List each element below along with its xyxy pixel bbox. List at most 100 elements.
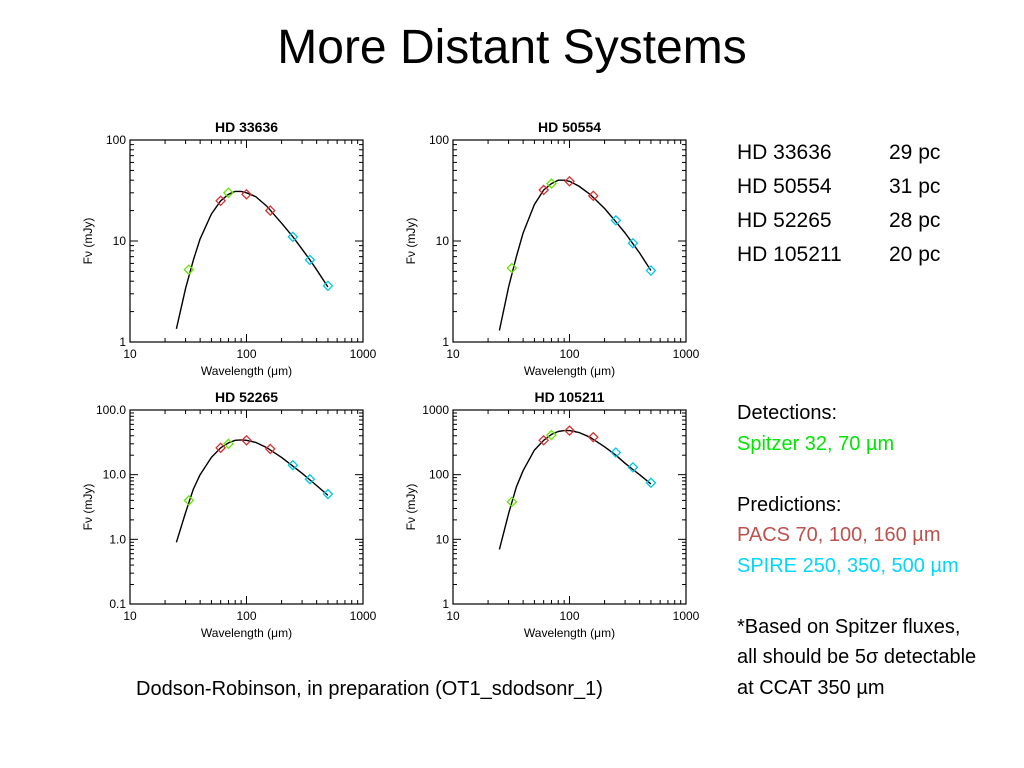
spire-point	[627, 461, 639, 473]
footnote-line-1: *Based on Spitzer fluxes,	[737, 615, 961, 638]
spire-point	[610, 447, 622, 458]
pacs-point	[241, 434, 252, 446]
plot-frame	[452, 139, 687, 343]
spire-point	[287, 231, 299, 243]
spitzer-point	[183, 264, 195, 276]
pacs-point	[587, 190, 599, 202]
y-tick-label: 1000	[422, 403, 449, 417]
x-tick-label: 1000	[673, 609, 700, 623]
spire-point	[322, 488, 334, 500]
spire-point	[645, 265, 657, 276]
slide-title: More Distant Systems	[277, 21, 747, 74]
x-axis-label: Wavelength (μm)	[201, 364, 292, 378]
pacs-point	[564, 425, 575, 437]
pacs-text: PACS 70, 100, 160 µm	[737, 524, 941, 546]
notes-block: Detections: Spitzer 32, 70 µm Prediction…	[737, 398, 1024, 703]
star-distance: 28 pc	[889, 209, 941, 232]
spitzer-point	[506, 496, 518, 508]
spire-point	[304, 254, 316, 266]
y-tick-label: 100.0	[96, 403, 126, 417]
star-distance: 31 pc	[889, 175, 941, 198]
spire-point	[287, 459, 299, 471]
spire-point	[610, 214, 622, 226]
pacs-point	[215, 442, 227, 454]
plot-frame	[129, 139, 364, 343]
y-tick-label: 100	[429, 133, 449, 147]
detections-text: Spitzer 32, 70 µm	[737, 432, 895, 455]
pacs-point	[264, 443, 276, 455]
y-tick-label: 1.0	[109, 532, 126, 546]
x-axis-label: Wavelength (μm)	[201, 626, 292, 640]
model-curve	[175, 439, 329, 543]
spitzer-point	[223, 438, 234, 450]
pacs-point	[587, 431, 599, 443]
plot-frame	[452, 409, 687, 605]
spitzer-point	[223, 187, 234, 199]
sed-chart-2: HD 50554 10 100 1000 1 10 100 Wavelength (μm) Fν…	[393, 110, 716, 387]
distance-row: HD 105211 20 pc	[737, 238, 1024, 272]
y-tick-label: 1	[442, 597, 449, 611]
distance-list: HD 33636 29 pc HD 50554 31 pc HD 52265 2…	[737, 136, 1024, 272]
pacs-point	[264, 205, 276, 217]
y-tick-label: 10.0	[103, 468, 127, 482]
x-tick-label: 10	[123, 347, 137, 361]
spitzer-point	[506, 262, 518, 274]
chart-svg: HD 52265 10 100 1000 0.1 1.0 10.0 100.0 Waveleng…	[81, 389, 377, 640]
x-tick-label: 10	[123, 609, 137, 623]
spitzer-point	[183, 494, 195, 506]
pacs-point	[538, 184, 550, 196]
model-curve	[498, 179, 652, 331]
y-tick-label: 1	[119, 335, 126, 349]
y-tick-label: 0.1	[109, 597, 126, 611]
plot-frame	[129, 409, 364, 605]
model-curve	[498, 429, 652, 550]
citation-caption: Dodson-Robinson, in preparation (OT1_sdo…	[136, 678, 603, 700]
y-axis-label: Fν (mJy)	[404, 218, 418, 265]
footnote-line-2: all should be 5σ detectable	[737, 646, 977, 668]
x-axis-label: Wavelength (μm)	[524, 626, 615, 640]
distance-row: HD 50554 31 pc	[737, 170, 1024, 204]
spire-text: SPIRE 250, 350, 500 µm	[737, 554, 959, 577]
x-tick-label: 1000	[350, 609, 377, 623]
sed-chart-1: HD 33636 10 100 1000 1 10 100 Wavelength (μm) Fν…	[70, 110, 393, 387]
pacs-point	[538, 434, 550, 446]
x-axis-label: Wavelength (μm)	[524, 364, 615, 378]
y-tick-label: 1	[442, 335, 449, 349]
footnote-line-3: at CCAT 350 µm	[737, 676, 885, 699]
x-tick-label: 100	[559, 609, 579, 623]
chart-title: HD 33636	[215, 119, 278, 135]
y-tick-label: 10	[436, 532, 450, 546]
y-axis-label: Fν (mJy)	[404, 484, 418, 531]
detections-heading: Detections:	[737, 402, 838, 424]
y-tick-label: 100	[429, 468, 449, 482]
star-name: HD 33636	[737, 141, 832, 164]
x-tick-label: 100	[559, 347, 579, 361]
spitzer-point	[546, 178, 557, 190]
y-axis-label: Fν (mJy)	[81, 218, 95, 265]
sed-chart-3: HD 52265 10 100 1000 0.1 1.0 10.0 100.0 Waveleng…	[70, 380, 393, 649]
x-tick-label: 10	[446, 609, 460, 623]
sed-chart-4: HD 105211 10 100 1000 1 10 100 1000 Wavelength (…	[393, 380, 716, 649]
y-tick-label: 10	[436, 234, 450, 248]
distance-row: HD 33636 29 pc	[737, 136, 1024, 170]
x-tick-label: 10	[446, 347, 460, 361]
star-name: HD 50554	[737, 175, 832, 198]
star-name: HD 105211	[737, 243, 842, 266]
spire-point	[627, 237, 639, 249]
star-distance: 29 pc	[889, 141, 941, 164]
star-name: HD 52265	[737, 209, 832, 232]
y-axis-label: Fν (mJy)	[81, 484, 95, 531]
distance-row: HD 52265 28 pc	[737, 204, 1024, 238]
pacs-point	[215, 195, 227, 207]
spire-point	[322, 280, 334, 292]
x-tick-label: 1000	[673, 347, 700, 361]
spitzer-point	[546, 429, 557, 441]
predictions-heading: Predictions:	[737, 493, 842, 516]
spire-point	[304, 473, 316, 485]
spire-point	[645, 477, 657, 489]
y-tick-label: 10	[113, 234, 127, 248]
chart-title: HD 52265	[215, 389, 278, 405]
